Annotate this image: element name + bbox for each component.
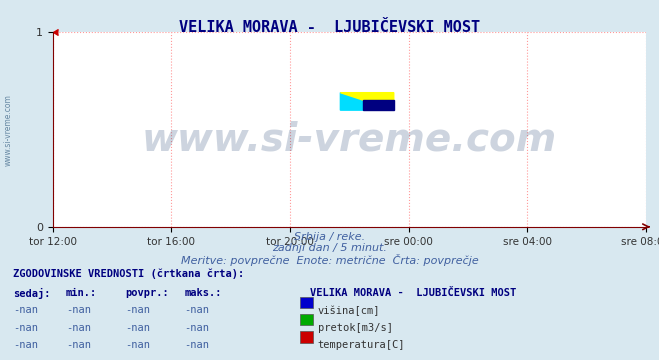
Text: VELIKA MORAVA -  LJUBIČEVSKI MOST: VELIKA MORAVA - LJUBIČEVSKI MOST	[179, 20, 480, 35]
Text: VELIKA MORAVA -  LJUBIČEVSKI MOST: VELIKA MORAVA - LJUBIČEVSKI MOST	[310, 288, 516, 298]
Text: ZGODOVINSKE VREDNOSTI (črtkana črta):: ZGODOVINSKE VREDNOSTI (črtkana črta):	[13, 268, 244, 279]
Text: -nan: -nan	[13, 340, 38, 350]
Text: Srbija / reke.: Srbija / reke.	[294, 232, 365, 242]
Text: Meritve: povprečne  Enote: metrične  Črta: povprečje: Meritve: povprečne Enote: metrične Črta:…	[181, 254, 478, 266]
Text: -nan: -nan	[185, 340, 210, 350]
Text: zadnji dan / 5 minut.: zadnji dan / 5 minut.	[272, 243, 387, 253]
Text: pretok[m3/s]: pretok[m3/s]	[318, 323, 393, 333]
Text: -nan: -nan	[13, 305, 38, 315]
Text: -nan: -nan	[185, 323, 210, 333]
Text: povpr.:: povpr.:	[125, 288, 169, 298]
Text: -nan: -nan	[66, 340, 91, 350]
Polygon shape	[340, 93, 393, 110]
Polygon shape	[340, 93, 393, 110]
Text: sedaj:: sedaj:	[13, 288, 51, 299]
Text: -nan: -nan	[66, 305, 91, 315]
Text: www.si-vreme.com: www.si-vreme.com	[4, 94, 13, 166]
Text: temperatura[C]: temperatura[C]	[318, 340, 405, 350]
Text: min.:: min.:	[66, 288, 97, 298]
Text: maks.:: maks.:	[185, 288, 222, 298]
Polygon shape	[363, 100, 393, 110]
Text: www.si-vreme.com: www.si-vreme.com	[142, 120, 557, 158]
Text: -nan: -nan	[185, 305, 210, 315]
Text: -nan: -nan	[125, 323, 150, 333]
Text: -nan: -nan	[13, 323, 38, 333]
Text: -nan: -nan	[66, 323, 91, 333]
Text: -nan: -nan	[125, 340, 150, 350]
Text: -nan: -nan	[125, 305, 150, 315]
Text: višina[cm]: višina[cm]	[318, 305, 380, 316]
